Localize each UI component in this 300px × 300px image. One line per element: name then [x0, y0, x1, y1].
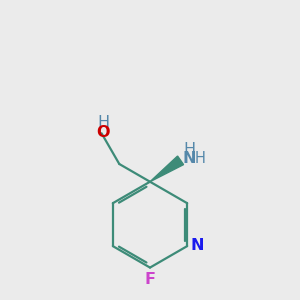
Text: H: H — [194, 151, 206, 166]
Text: H: H — [184, 142, 196, 157]
Polygon shape — [150, 156, 184, 182]
Text: H: H — [98, 115, 110, 130]
Text: N: N — [191, 238, 204, 253]
Text: F: F — [145, 272, 155, 287]
Text: O: O — [97, 125, 110, 140]
Text: N: N — [183, 151, 196, 166]
